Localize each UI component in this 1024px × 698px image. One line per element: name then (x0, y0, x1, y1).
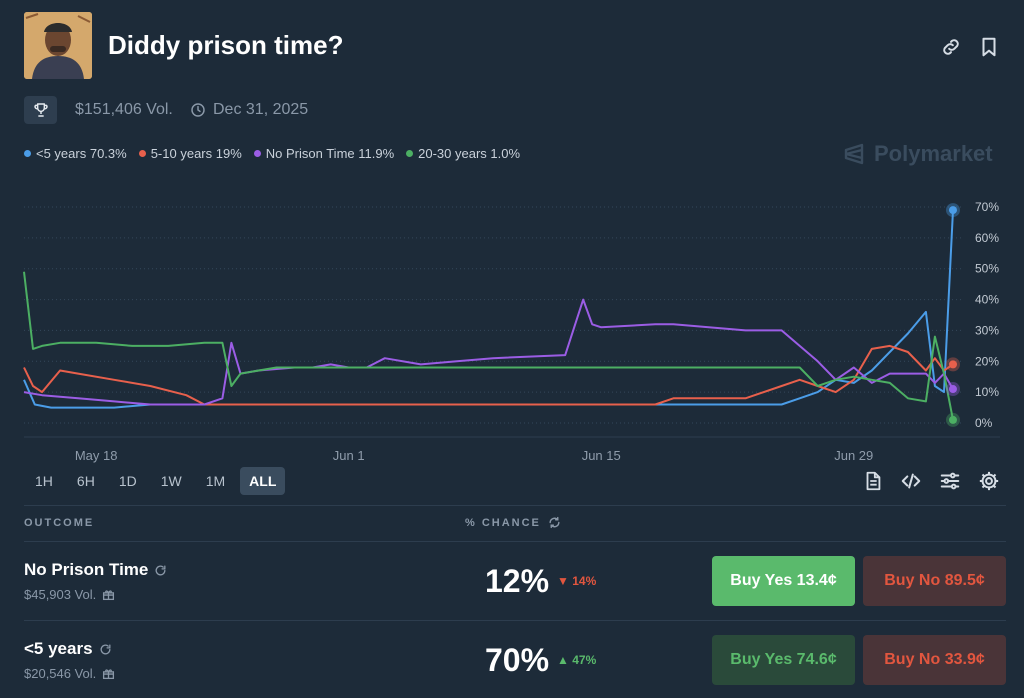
y-tick-label: 0% (975, 416, 993, 430)
caret-down-icon: ▼ (557, 574, 569, 588)
legend-item: 20-30 years 1.0% (406, 146, 520, 161)
refresh-icon (155, 565, 166, 575)
range-1w-button[interactable]: 1W (160, 473, 182, 489)
divider (24, 505, 1006, 506)
series-line (23, 344, 954, 406)
gift-icon (103, 590, 115, 601)
series-end-point (948, 360, 957, 369)
buy-no-button[interactable]: Buy No 33.9¢ (863, 635, 1006, 685)
range-1h-button[interactable]: 1H (35, 473, 53, 489)
x-tick-label: Jun 1 (333, 448, 365, 463)
buy-no-button[interactable]: Buy No 89.5¢ (863, 556, 1006, 606)
market-volume: $151,406 Vol. (75, 101, 173, 118)
end-date: Dec 31, 2025 (213, 101, 309, 118)
legend-item: 5-10 years 19% (138, 146, 242, 161)
caret-up-icon: ▲ (557, 653, 569, 667)
trophy-icon[interactable] (24, 96, 57, 124)
chance-change: ▲ 47% (557, 653, 597, 667)
chance-header: % CHANCE (465, 517, 541, 529)
document-icon[interactable] (862, 470, 884, 492)
y-tick-label: 70% (975, 200, 999, 214)
y-tick-label: 20% (975, 354, 999, 368)
gift-icon (103, 669, 115, 680)
buy-yes-button[interactable]: Buy Yes 13.4¢ (712, 556, 855, 606)
price-chart[interactable]: 70% 60% 50% 40% 30% 20% 10% 0% May 18 Jun 1 Jun 15… (0, 190, 1024, 470)
chance-change: ▼ 14% (557, 574, 597, 588)
outcome-chance: 70% (485, 642, 550, 678)
range-1d-button[interactable]: 1D (118, 473, 137, 489)
y-tick-label: 10% (975, 385, 999, 399)
buy-yes-button[interactable]: Buy Yes 74.6¢ (712, 635, 855, 685)
series-end-point (948, 385, 957, 394)
bookmark-icon[interactable] (978, 36, 1000, 58)
outcome-name[interactable]: <5 years (24, 639, 112, 659)
legend-item: No Prison Time 11.9% (253, 146, 394, 161)
x-tick-label: Jun 29 (834, 448, 873, 463)
x-tick-label: May 18 (75, 448, 118, 463)
y-tick-label: 60% (975, 231, 999, 245)
y-tick-label: 40% (975, 293, 999, 307)
outcome-volume: $45,903 Vol. (24, 587, 115, 602)
time-range-selector: 1H 6H 1D 1W 1M ALL (26, 467, 286, 495)
series-end-point (948, 415, 957, 424)
embed-code-icon[interactable] (900, 470, 922, 492)
y-tick-label: 50% (975, 262, 999, 276)
divider (24, 620, 1006, 621)
settings-gear-icon[interactable] (978, 470, 1000, 492)
legend-item: <5 years 70.3% (24, 146, 127, 161)
series-line (23, 210, 954, 409)
refresh-icon (100, 644, 111, 654)
page-title: Diddy prison time? (108, 30, 344, 60)
chart-legend: <5 years 70.3% 5-10 years 19% No Prison … (24, 146, 520, 161)
y-tick-label: 30% (975, 323, 999, 337)
divider (24, 541, 1006, 542)
range-all-button[interactable]: ALL (240, 467, 286, 495)
x-tick-label: Jun 15 (582, 448, 621, 463)
range-1m-button[interactable]: 1M (205, 473, 226, 489)
link-icon[interactable] (940, 36, 962, 58)
market-avatar (24, 12, 92, 79)
outcome-name[interactable]: No Prison Time (24, 560, 167, 580)
polymarket-logo-icon (844, 143, 864, 165)
series-line (23, 271, 954, 421)
clock-icon (190, 102, 206, 123)
outcome-chance: 12% (485, 563, 550, 599)
refresh-icon[interactable] (548, 516, 561, 534)
series-end-point (948, 206, 957, 215)
brand-watermark: Polymarket (842, 141, 993, 167)
outcome-header: OUTCOME (24, 517, 95, 529)
sliders-icon[interactable] (939, 470, 961, 492)
range-6h-button[interactable]: 6H (76, 473, 95, 489)
outcome-volume: $20,546 Vol. (24, 666, 115, 681)
